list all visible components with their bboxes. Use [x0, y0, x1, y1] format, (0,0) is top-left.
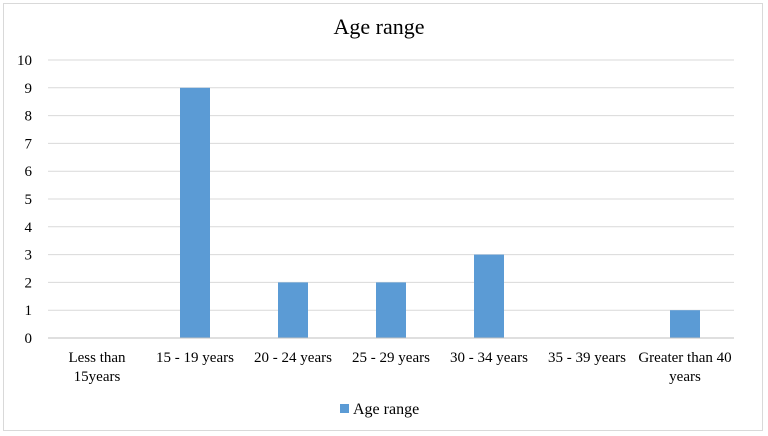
bar [474, 254, 504, 338]
bar [670, 310, 700, 338]
y-tick-label: 2 [25, 275, 33, 291]
x-category-label: Less than [68, 350, 126, 366]
bars [180, 87, 700, 338]
x-axis-labels: Less than 15years 15 - 19 years 20 - 24 yea… [68, 350, 731, 385]
x-category-label: years [669, 369, 701, 385]
x-category-label: 20 - 24 years [254, 350, 332, 366]
chart-frame [3, 3, 763, 431]
y-tick-label: 0 [25, 331, 33, 347]
x-category-label: 15years [74, 369, 121, 385]
y-tick-label: 4 [25, 220, 33, 236]
y-axis-ticks: 0 1 2 3 4 5 6 7 8 9 10 [17, 53, 33, 347]
x-category-label: Greater than 40 [638, 350, 731, 366]
legend-swatch [340, 404, 349, 413]
bar [278, 282, 308, 338]
bar [180, 87, 210, 338]
y-tick-label: 9 [25, 81, 33, 97]
y-tick-label: 1 [25, 303, 33, 319]
y-tick-label: 7 [25, 136, 33, 152]
x-category-label: 15 - 19 years [156, 350, 234, 366]
legend-label: Age range [353, 401, 419, 418]
y-tick-label: 5 [25, 192, 33, 208]
y-tick-label: 8 [25, 109, 33, 125]
y-tick-label: 3 [25, 248, 33, 264]
legend: Age range [340, 401, 419, 418]
x-category-label: 25 - 29 years [352, 350, 430, 366]
x-category-label: 35 - 39 years [548, 350, 626, 366]
y-tick-label: 6 [25, 164, 33, 180]
gridlines [48, 59, 734, 311]
y-tick-label: 10 [17, 53, 32, 69]
bar [376, 282, 406, 338]
x-category-label: 30 - 34 years [450, 350, 528, 366]
chart-title: Age range [333, 14, 424, 39]
